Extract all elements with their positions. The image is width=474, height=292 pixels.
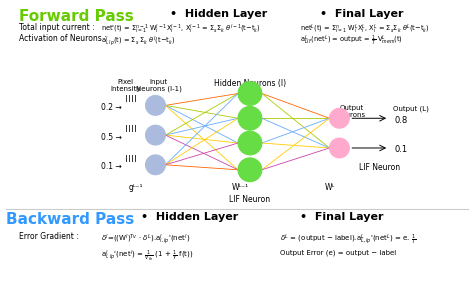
Text: 0.5 →: 0.5 → [101,133,122,142]
Text: V$_m^l$: V$_m^l$ [245,115,255,126]
Text: $\delta^l$=((W$^l$)$^{Tv}$ $\cdot$ $\delta^L$).a$_{l,lp}^l$'(net$^l$): $\delta^l$=((W$^l$)$^{Tv}$ $\cdot$ $\del… [101,232,190,247]
Circle shape [146,125,165,145]
Circle shape [146,155,165,175]
Text: V$_m^L$: V$_m^L$ [334,115,345,126]
Text: V$_m^L$: V$_m^L$ [334,145,345,155]
Text: Backward Pass: Backward Pass [6,212,135,227]
Text: Wᴸ: Wᴸ [324,183,335,192]
Text: Input
Neurons (l-1): Input Neurons (l-1) [136,79,182,92]
Text: a$_{LIF}^L$(net$^L$) = output = $\frac{1}{T}$ V$_{mem}^L$(t): a$_{LIF}^L$(net$^L$) = output = $\frac{1… [300,34,402,48]
Text: V$_m^l$: V$_m^l$ [245,90,255,101]
Text: Wᴸ⁻¹: Wᴸ⁻¹ [231,183,248,192]
Text: Hidden Neurons (l): Hidden Neurons (l) [214,79,286,88]
Text: Activation of Neurons :: Activation of Neurons : [19,34,107,43]
Text: Error Gradient :: Error Gradient : [19,232,79,241]
Text: Pixel
Intensity: Pixel Intensity [110,79,141,92]
Text: 0.8: 0.8 [394,116,407,125]
Text: a$_{l,lp}^l$'(net$^l$) = $\frac{1}{V_{th}}$ (1 + $\frac{1}{\gamma}$ f(t)): a$_{l,lp}^l$'(net$^l$) = $\frac{1}{V_{th… [101,249,193,264]
Text: V$_m^l$: V$_m^l$ [245,166,255,177]
Text: net'(t) = $\Sigma_{i=1}^{n-1}$ W$_i^{l-1}$X$_i^{l-1}$, X$_i^{l-1}$ = $\Sigma_s\S: net'(t) = $\Sigma_{i=1}^{n-1}$ W$_i^{l-1… [101,23,260,36]
Circle shape [238,158,262,182]
Circle shape [146,95,165,115]
Text: V$_m^l$: V$_m^l$ [245,140,255,150]
Text: •  Final Layer: • Final Layer [319,9,403,19]
Text: •  Final Layer: • Final Layer [300,212,383,223]
Circle shape [329,138,349,158]
Circle shape [238,82,262,105]
Text: a$_{l,lp}^l$(t) = $\Sigma_s$ $\Sigma_k$ $\theta^l$(t$-$t$_k$): a$_{l,lp}^l$(t) = $\Sigma_s$ $\Sigma_k$ … [101,34,175,49]
Circle shape [329,108,349,128]
Text: 0.1 →: 0.1 → [101,162,121,171]
Text: Output
Neurons: Output Neurons [337,105,366,118]
Text: gᴸ⁻¹: gᴸ⁻¹ [128,183,143,192]
Text: •  Hidden Layer: • Hidden Layer [170,9,268,19]
Text: $\delta^L$ = (output $-$ label).a$_{L,lp}^L$'(net$^L$) = e. $\frac{1}{T}$: $\delta^L$ = (output $-$ label).a$_{L,lp… [280,232,416,247]
Circle shape [238,106,262,130]
Text: 0.2 →: 0.2 → [101,103,121,112]
Text: Forward Pass: Forward Pass [19,9,134,24]
Text: Output (L): Output (L) [393,105,429,112]
Text: LIF Neuron: LIF Neuron [229,194,271,204]
Text: •  Hidden Layer: • Hidden Layer [141,212,238,223]
Text: Output Error (e) = output − label: Output Error (e) = output − label [280,249,396,256]
Text: 0.1: 0.1 [394,145,407,154]
Text: net$^L$(t) = $\Sigma_{i=1}^{n}$ W$_i^L$X$_i^L$, X$_i^L$ = $\Sigma_s\Sigma_k$ $\t: net$^L$(t) = $\Sigma_{i=1}^{n}$ W$_i^L$X… [300,23,429,36]
Text: Total input current :: Total input current : [19,23,95,32]
Circle shape [238,131,262,155]
Text: LIF Neuron: LIF Neuron [359,163,401,172]
